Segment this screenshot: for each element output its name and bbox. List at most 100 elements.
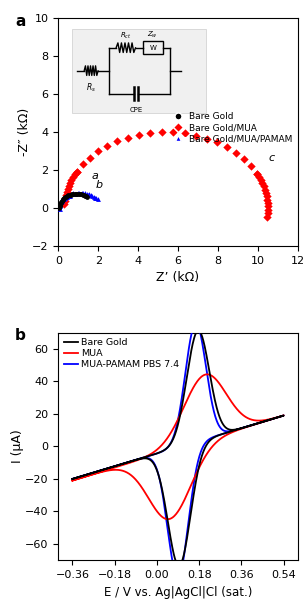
Point: [85, 192, 90, 202]
Point: [242, 154, 247, 164]
MUA: [254, 417, 258, 424]
Point: [67, 190, 72, 200]
Point: [91, 192, 96, 202]
Point: [171, 127, 176, 137]
Point: [225, 143, 230, 152]
Bare Gold: [213, 398, 217, 406]
MUA: [166, 516, 169, 523]
Point: [204, 134, 209, 144]
MUA: [71, 477, 74, 484]
Point: [260, 178, 265, 188]
MUA: [271, 415, 274, 423]
Point: [125, 133, 130, 143]
Point: [58, 199, 63, 208]
Point: [64, 187, 69, 197]
Point: [88, 191, 93, 200]
MUA: [142, 454, 146, 462]
Point: [76, 189, 81, 199]
Point: [74, 167, 79, 177]
Point: [62, 199, 67, 209]
Point: [262, 185, 267, 194]
X-axis label: Z’ (kΩ): Z’ (kΩ): [157, 271, 200, 284]
Point: [80, 190, 85, 200]
Y-axis label: -Z″ (kΩ): -Z″ (kΩ): [18, 108, 31, 157]
Point: [66, 181, 71, 191]
Point: [83, 191, 87, 201]
Bare Gold: [71, 475, 74, 482]
Point: [234, 148, 239, 158]
MUA: [205, 371, 209, 378]
MUA-PAMAM PBS 7.4: [213, 413, 217, 420]
Point: [66, 191, 71, 201]
Point: [136, 130, 141, 140]
Point: [57, 202, 62, 211]
Point: [71, 172, 76, 182]
Point: [76, 188, 80, 197]
Point: [265, 212, 270, 222]
MUA-PAMAM PBS 7.4: [194, 320, 198, 327]
Point: [159, 127, 164, 137]
Point: [81, 191, 86, 200]
Point: [248, 161, 253, 171]
Point: [58, 200, 63, 209]
Point: [72, 169, 77, 179]
Line: Bare Gold: Bare Gold: [72, 331, 284, 566]
Point: [57, 201, 62, 211]
Line: MUA-PAMAM PBS 7.4: MUA-PAMAM PBS 7.4: [72, 323, 284, 577]
Y-axis label: I (μA): I (μA): [11, 429, 24, 463]
Point: [63, 192, 68, 202]
Point: [80, 160, 85, 169]
MUA-PAMAM PBS 7.4: [71, 475, 74, 482]
Bare Gold: [142, 454, 146, 461]
Point: [64, 192, 69, 202]
Point: [254, 169, 259, 178]
Legend: Bare Gold, MUA, MUA-PAMAM PBS 7.4: Bare Gold, MUA, MUA-PAMAM PBS 7.4: [63, 337, 180, 370]
Point: [63, 190, 68, 200]
Text: b: b: [15, 328, 26, 343]
Bare Gold: [71, 475, 74, 482]
Bare Gold: [254, 420, 258, 428]
MUA-PAMAM PBS 7.4: [176, 574, 180, 581]
Point: [263, 188, 268, 198]
Bare Gold: [127, 459, 130, 466]
Point: [261, 181, 266, 191]
Point: [74, 189, 79, 199]
MUA-PAMAM PBS 7.4: [254, 420, 258, 428]
Point: [68, 190, 73, 200]
Point: [82, 189, 87, 199]
Point: [194, 131, 199, 141]
MUA-PAMAM PBS 7.4: [271, 415, 274, 423]
Point: [57, 203, 62, 213]
Point: [61, 194, 66, 204]
Point: [58, 199, 63, 208]
Text: a: a: [91, 171, 98, 181]
Point: [62, 196, 67, 206]
Point: [87, 189, 91, 199]
Point: [68, 191, 72, 200]
Point: [59, 196, 64, 206]
Point: [71, 189, 76, 199]
Point: [65, 191, 70, 201]
Point: [264, 191, 269, 201]
Point: [68, 178, 72, 188]
Legend: Bare Gold, Bare Gold/MUA, Bare Gold/MUA/PAMAM: Bare Gold, Bare Gold/MUA, Bare Gold/MUA/…: [168, 111, 293, 144]
Point: [74, 189, 79, 199]
Point: [57, 200, 62, 209]
Point: [89, 191, 94, 200]
Point: [59, 195, 64, 205]
Bare Gold: [271, 415, 274, 423]
Point: [66, 191, 71, 200]
Point: [96, 147, 101, 157]
Point: [64, 192, 69, 202]
Point: [266, 205, 270, 214]
MUA-PAMAM PBS 7.4: [142, 454, 146, 461]
Point: [70, 189, 75, 199]
Point: [265, 195, 270, 205]
Point: [74, 167, 79, 177]
MUA-PAMAM PBS 7.4: [71, 475, 74, 482]
X-axis label: E / V vs. Ag|AgCl|Cl (sat.): E / V vs. Ag|AgCl|Cl (sat.): [104, 586, 252, 599]
Bare Gold: [262, 418, 266, 425]
Bare Gold: [196, 327, 200, 334]
Point: [75, 189, 80, 199]
Point: [265, 198, 270, 208]
